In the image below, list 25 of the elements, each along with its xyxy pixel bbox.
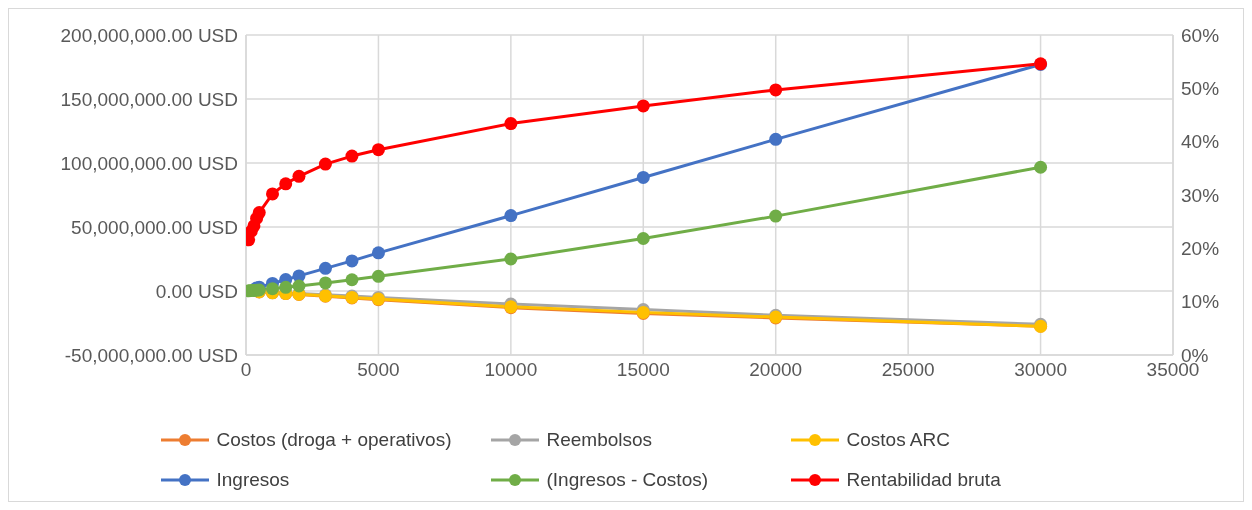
x-tick-label: 25000 [881,359,935,381]
y2-tick-label: 40% [1181,131,1220,153]
y-tick-label: 50,000,000.00 USD [71,216,238,238]
legend-label: Reembolsos [546,429,653,451]
y2-tick-label: 60% [1181,24,1220,46]
y2-tick-label: 20% [1181,238,1220,260]
y-tick-label: 200,000,000.00 USD [60,24,238,46]
y-tick-label: 100,000,000.00 USD [60,152,238,174]
x-tick-label: 20000 [749,359,803,381]
x-tick-label: 30000 [1014,359,1067,381]
x-tick-label: 15000 [616,359,670,381]
legend-label: Costos (droga + operativos) [216,429,452,451]
y2-tick-label: 30% [1181,184,1220,206]
legend-label: Ingresos [216,469,290,491]
y2-tick-label: 10% [1181,291,1220,313]
legend-label: Costos ARC [846,429,950,451]
y-tick-label: 150,000,000.00 USD [60,88,238,110]
x-tick-label: 10000 [484,359,538,381]
y-tick-label: 0.00 USD [155,280,238,302]
legend-label: (Ingresos - Costos) [546,469,709,491]
y-tick-label: -50,000,000.00 USD [64,344,238,366]
x-tick-label: 0 [240,359,252,381]
x-tick-label: 5000 [357,359,400,381]
y2-tick-label: 50% [1181,78,1220,100]
legend-label: Rentabilidad bruta [846,469,1001,491]
